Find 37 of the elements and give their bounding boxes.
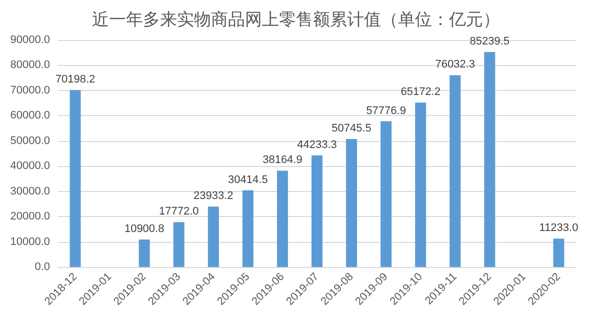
bar xyxy=(450,75,461,267)
data-label: 57776.9 xyxy=(366,104,406,117)
bar xyxy=(415,102,426,267)
data-label: 70198.2 xyxy=(55,73,96,86)
bar xyxy=(484,52,496,267)
data-label: 17772.0 xyxy=(158,206,199,218)
data-label: 10900.8 xyxy=(124,223,164,236)
y-tick-label: 0.0 xyxy=(34,261,50,273)
data-label: 85239.5 xyxy=(470,36,510,48)
y-tick-label: 80000.0 xyxy=(10,59,50,72)
bar xyxy=(553,238,564,267)
data-label: 30414.5 xyxy=(228,174,268,186)
bar xyxy=(138,240,150,267)
chart-title: 近一年多来实物商品网上零售额累计值（单位：亿元） xyxy=(92,10,500,29)
y-tick-label: 30000.0 xyxy=(10,185,50,198)
bar xyxy=(242,190,254,267)
y-tick-label: 10000.0 xyxy=(10,236,50,248)
data-label: 11233.0 xyxy=(539,222,578,234)
y-tick-label: 50000.0 xyxy=(10,134,50,147)
data-label: 23933.2 xyxy=(194,190,234,202)
bar xyxy=(173,222,184,267)
y-tick-label: 70000.0 xyxy=(10,84,50,96)
bar xyxy=(208,206,219,267)
y-tick-label: 90000.0 xyxy=(10,34,50,46)
bar xyxy=(380,121,392,267)
y-tick-label: 60000.0 xyxy=(10,110,50,122)
bar xyxy=(312,155,322,267)
data-label: 65172.2 xyxy=(400,86,440,98)
y-tick-label: 40000.0 xyxy=(10,160,50,172)
y-tick-label: 20000.0 xyxy=(10,210,50,223)
bar xyxy=(346,139,358,267)
bar xyxy=(70,90,81,267)
data-label: 44233.3 xyxy=(297,138,337,151)
data-label: 50745.5 xyxy=(332,122,372,135)
bar xyxy=(276,170,288,267)
data-label: 76032.3 xyxy=(435,58,476,71)
data-label: 38164.9 xyxy=(262,154,302,166)
